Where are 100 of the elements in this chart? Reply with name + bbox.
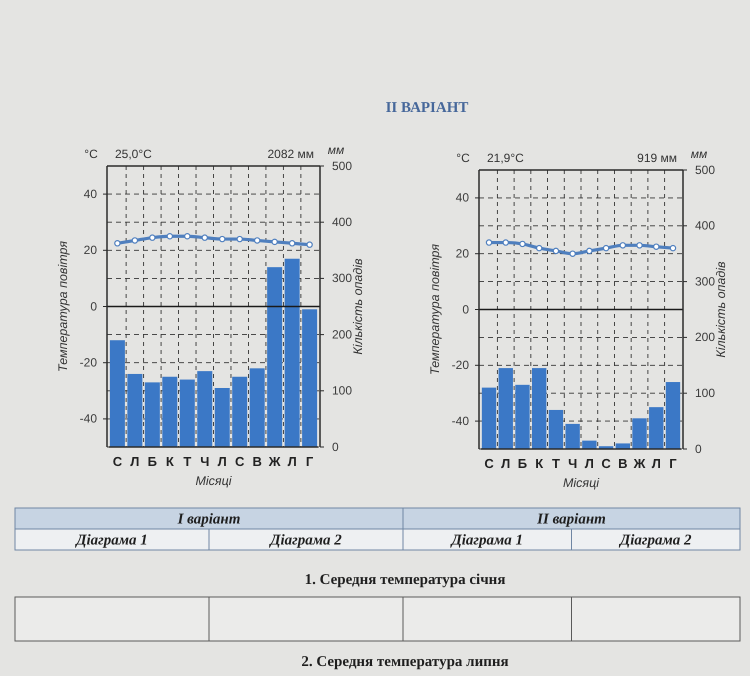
y2-tick-label: 500 [695,162,716,177]
y2-tick-label: 400 [695,218,716,233]
bar [284,258,300,447]
text: °C [84,147,98,161]
bar [144,382,160,447]
y2-tick-label: 0 [332,440,339,454]
bar [649,407,664,449]
bar [302,309,318,447]
bar [632,418,647,449]
x-tick-label: Б [518,456,528,472]
text: Діаграма 1 [74,532,148,548]
point [670,244,676,252]
point [536,244,542,252]
x-tick-label: Л [584,456,594,472]
text: мм [690,147,708,161]
x-tick-label: С [601,456,612,472]
point [184,233,191,240]
x-tick-label: Т [552,456,560,472]
bar [127,374,142,447]
text: мм [328,143,344,157]
bar [267,267,282,447]
text: Діаграма 2 [618,532,692,548]
y2-tick-label: 200 [332,327,352,342]
bar [482,388,496,449]
y-tick-label: -20 [80,356,98,370]
x-tick-label: В [252,454,262,470]
point [254,237,260,244]
text: 2082 мм [267,147,314,161]
bar [666,382,680,449]
x-tick-label: С [112,454,123,470]
x-tick-label: В [618,456,628,472]
y2-tick-label: 200 [695,330,716,344]
x-tick-label: К [166,454,174,470]
bar [214,388,230,447]
y2-tick-label: 400 [332,215,352,230]
text: 919 мм [637,151,677,165]
bar [162,376,178,447]
point [653,243,660,250]
y-tick-label: 20 [456,246,470,261]
point [519,240,526,248]
point [620,242,626,249]
x-tick-label: Л [652,456,661,472]
point [502,239,509,246]
point [166,233,174,240]
bar [582,440,597,449]
point [271,238,278,246]
x-axis-title: Місяці [195,474,233,488]
y2-tick-label: 300 [332,271,352,286]
x-tick-label: Л [501,456,510,472]
bar [616,443,630,449]
x-tick-label: Т [183,454,192,470]
bar [515,384,530,449]
text: °C [456,151,470,165]
point [569,250,576,257]
x-tick-label: С [484,456,494,472]
y2-tick-label: 500 [332,158,352,173]
bar [598,446,614,449]
bar [532,368,546,449]
text: 2. Середня температура липня [301,654,509,670]
x-tick-label: Л [130,454,140,470]
point [602,244,610,252]
point [586,248,593,254]
bar [197,371,212,447]
bar [548,410,564,449]
x-tick-label: Ч [568,456,578,472]
y-axis-title: Температура повітря [428,244,442,375]
text: II ВАРІАНТ [386,100,468,116]
point [202,234,208,241]
y2-tick-label: 100 [332,384,352,398]
x-tick-label: Ж [268,454,281,470]
x-tick-label: Л [218,454,227,470]
text: 1. Середня температура січня [304,572,506,588]
point [288,240,296,247]
y-tick-label: 0 [462,302,470,316]
y-tick-label: 40 [84,186,98,201]
y-tick-label: -40 [452,414,470,428]
y2-tick-label: 100 [695,386,716,400]
point [636,242,643,249]
text: Діаграма 1 [450,532,523,548]
text: Діаграма 2 [268,532,342,548]
y-tick-label: 20 [84,243,98,258]
point [114,240,121,247]
x-tick-label: С [235,454,246,470]
y-axis-title: Температура повітря [56,240,70,372]
bar [110,340,125,447]
point [132,237,138,244]
point [306,241,313,248]
x-tick-label: Б [148,454,158,470]
text: I варіант [176,512,240,528]
bar [565,424,580,449]
bar [232,376,248,447]
y2-axis-title: Кількість опадів [351,258,365,355]
y2-axis-title: Кількість опадів [714,260,728,358]
bar [250,368,265,447]
y-tick-label: 0 [90,299,98,314]
point [552,248,560,254]
point [486,239,492,246]
bar [498,368,513,449]
x-tick-label: Г [669,456,678,472]
y2-tick-label: 0 [695,442,702,456]
